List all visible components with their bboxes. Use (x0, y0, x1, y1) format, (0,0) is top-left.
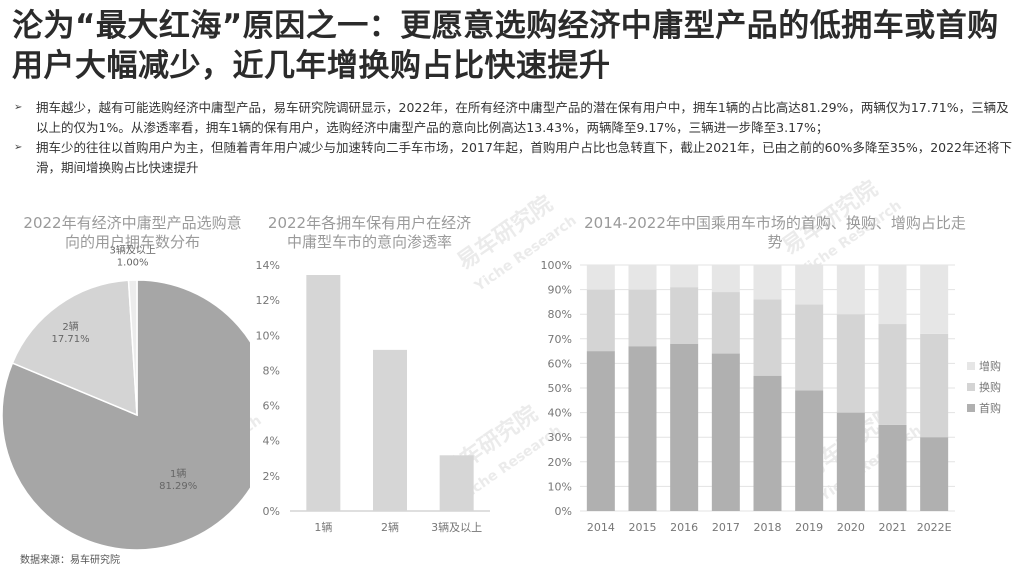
x-tick-label: 3辆及以上 (431, 520, 482, 534)
legend-swatch (967, 362, 975, 370)
y-tick-label: 50% (548, 382, 572, 395)
pie-slice-label: 2辆 (62, 320, 78, 333)
y-tick-label: 90% (548, 284, 572, 297)
x-tick-label: 2014 (587, 521, 615, 534)
y-tick-label: 12% (256, 294, 280, 307)
y-tick-label: 0% (555, 505, 572, 518)
bar-chart-title: 2022年各拥车保有用户在经济中庸型车市的意向渗透率 (267, 214, 472, 251)
bullet-arrow-icon: ➢ (14, 142, 23, 153)
stacked-bar-segment (628, 346, 657, 511)
pie-slice-label: 1辆 (170, 467, 186, 480)
stacked-bar-segment (920, 265, 949, 334)
y-tick-label: 2% (263, 470, 280, 483)
bullet-list: ➢ 拥车越少，越有可能选购经济中庸型产品，易车研究院调研显示，2022年，在所有… (12, 98, 1012, 178)
x-tick-label: 2017 (712, 521, 740, 534)
stacked-bar-segment (920, 333, 949, 438)
stacked-bar-segment (711, 353, 740, 511)
x-tick-label: 2辆 (381, 520, 399, 534)
x-tick-label: 2021 (879, 521, 907, 534)
y-tick-label: 100% (541, 259, 572, 272)
y-tick-label: 4% (263, 435, 280, 448)
pie-slice (11, 279, 138, 417)
bar (439, 455, 474, 511)
bar-chart: 0% 2% 4% 6% 8% 10% 12% 14% 1辆 2辆 3辆及以上 (256, 259, 490, 534)
bullet-item: ➢ 拥车越少，越有可能选购经济中庸型产品，易车研究院调研显示，2022年，在所有… (12, 98, 1012, 138)
stacked-bar-segment (670, 265, 699, 288)
pie-slice (1, 279, 250, 551)
x-tick-label: 1辆 (314, 520, 332, 534)
x-tick-label: 2022E (917, 521, 952, 534)
x-tick-label: 2015 (629, 521, 657, 534)
pie-slice-value-label: 1.00% (117, 257, 149, 268)
stacked-bar-segment (878, 265, 907, 325)
stacked-bar-segment (628, 289, 657, 347)
page-title: 沦为“最大红海”原因之一：更愿意选购经济中庸型产品的低拥车或首购用户大幅减少，近… (12, 8, 999, 84)
stacked-bar-segment (586, 265, 615, 290)
legend-label: 换购 (979, 380, 1001, 394)
stacked-bar-segment (920, 437, 949, 511)
y-tick-label: 10% (256, 329, 280, 342)
stacked-bar-chart: 0% 10% 20% 30% 40% 50% 60% 70% 80% 90% 100% 2014 201… (541, 259, 1001, 534)
stacked-bar-segment (711, 292, 740, 354)
y-tick-label: 60% (548, 357, 572, 370)
stacked-bar-segment (586, 351, 615, 511)
y-tick-label: 8% (263, 364, 280, 377)
pie-slice-value-label: 81.29% (159, 481, 197, 492)
legend-swatch (967, 383, 975, 391)
stacked-chart-title: 2014-2022年中国乘用车市场的首购、换购、增购占比走势 (584, 214, 966, 251)
x-tick-label: 2020 (837, 521, 865, 534)
stacked-bar-segment (836, 412, 865, 511)
stacked-bar-segment (670, 343, 699, 511)
y-tick-label: 80% (548, 308, 572, 321)
stacked-bar-segment (878, 324, 907, 425)
y-tick-label: 30% (548, 431, 572, 444)
stacked-bar-segment (795, 390, 824, 511)
y-tick-label: 20% (548, 456, 572, 469)
stacked-bar-segment (878, 424, 907, 511)
y-tick-label: 0% (263, 505, 280, 518)
stacked-bar-segment (586, 289, 615, 352)
y-tick-label: 40% (548, 407, 572, 420)
legend-swatch (967, 404, 975, 412)
stacked-bar-segment (836, 265, 865, 315)
y-tick-label: 14% (256, 259, 280, 272)
stacked-bar-segment (753, 299, 782, 376)
y-tick-label: 10% (548, 480, 572, 493)
stacked-bar-segment (711, 265, 740, 293)
stacked-bar-segment (753, 375, 782, 511)
stacked-bar-segment (795, 304, 824, 391)
bullet-text: 拥车越少，越有可能选购经济中庸型产品，易车研究院调研显示，2022年，在所有经济… (36, 100, 1009, 135)
bar (373, 349, 407, 511)
y-tick-label: 6% (263, 400, 280, 413)
pie-slice-label: 3辆及以上 (109, 245, 155, 256)
bullet-text: 拥车少的往往以首购用户为主，但随着青年用户减少与加速转向二手车市场，2017年起… (36, 140, 1013, 175)
stacked-bar-segment (628, 265, 657, 290)
pie-slice-value-label: 17.71% (52, 334, 90, 345)
pie-chart-title: 2022年有经济中庸型产品选购意向的用户拥车数分布 (23, 214, 242, 251)
y-tick-label: 70% (548, 333, 572, 346)
legend-label: 首购 (979, 401, 1001, 415)
stacked-bar-segment (836, 314, 865, 413)
x-tick-label: 2018 (754, 521, 782, 534)
bullet-item: ➢ 拥车少的往往以首购用户为主，但随着青年用户减少与加速转向二手车市场，2017… (12, 138, 1012, 178)
data-source: 数据来源：易车研究院 (20, 555, 120, 566)
stacked-bar-segment (753, 265, 782, 300)
x-tick-label: 2019 (795, 521, 823, 534)
legend-label: 增购 (979, 359, 1001, 373)
bar (306, 275, 341, 511)
stacked-bar-segment (670, 287, 699, 344)
pie-slice (127, 279, 138, 416)
bullet-arrow-icon: ➢ (14, 102, 23, 113)
stacked-bar-segment (795, 265, 824, 305)
x-tick-label: 2016 (670, 521, 698, 534)
